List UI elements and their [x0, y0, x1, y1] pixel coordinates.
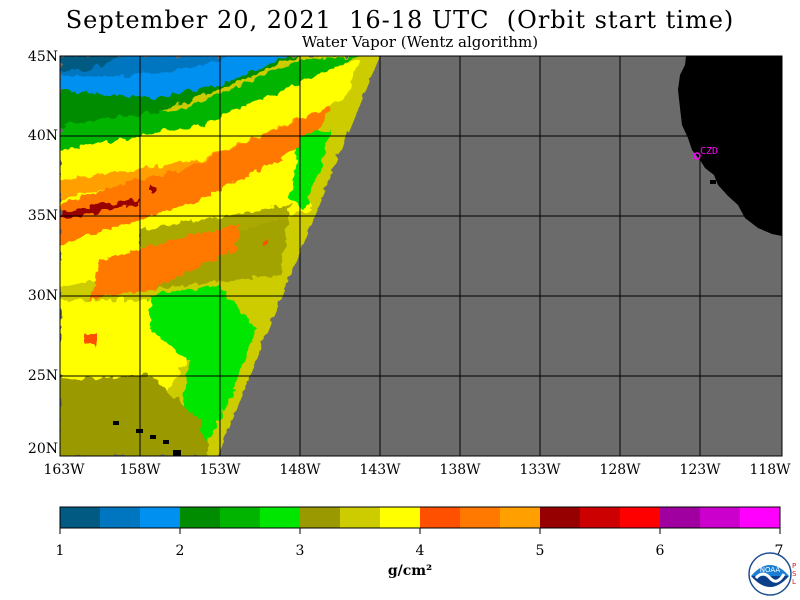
swath-red-spot [262, 240, 268, 246]
colorbar-swatch [260, 507, 301, 528]
colorbar-swatch [540, 507, 581, 528]
colorbar-tick-label: 4 [415, 543, 425, 559]
lon-label: 118W [749, 462, 791, 478]
colorbar-tick-label: 5 [535, 543, 545, 559]
psl-side-text: PSL [792, 562, 797, 586]
colorbar-swatch [340, 507, 381, 528]
colorbar-swatch [220, 507, 261, 528]
station-label: CZD [700, 146, 719, 157]
swath-yellow-north [60, 60, 360, 180]
colorbar-swatch [180, 507, 221, 528]
swath-green-north [60, 56, 360, 150]
colorbar-swatch [380, 507, 421, 528]
colorbar-swatch [700, 507, 741, 528]
swath-red-spot [150, 185, 156, 191]
station-marker-icon [693, 152, 701, 160]
land-detail [710, 180, 716, 184]
lon-label: 123W [679, 462, 721, 478]
swath-orange-band-2 [90, 225, 240, 300]
colorbar-swatch [60, 507, 101, 528]
graticule [60, 56, 782, 456]
lon-label: 153W [199, 462, 241, 478]
no-data-edge [218, 56, 782, 456]
lon-label: 163W [43, 462, 85, 478]
chart-subtitle: Water Vapor (Wentz algorithm) [301, 33, 539, 51]
colorbar-units: g/cm² [387, 563, 433, 579]
land-california [678, 56, 782, 236]
lon-label: 148W [279, 462, 321, 478]
lat-label: 20N [27, 441, 58, 457]
colorbar-swatch [740, 507, 781, 528]
colorbar-tick-label: 1 [55, 543, 65, 559]
logo-text: NOAA [760, 566, 781, 574]
lon-label: 138W [439, 462, 481, 478]
swath-darkblue-north [60, 56, 120, 72]
swath-darkred-core [60, 198, 140, 220]
colorbar-tick-label: 2 [175, 543, 185, 559]
lon-label: 158W [119, 462, 161, 478]
colorbar-tick-label: 6 [655, 543, 665, 559]
colorbar-swatch [620, 507, 661, 528]
map-frame [59, 55, 783, 457]
colorbar-swatch [660, 507, 701, 528]
colorbar-swatch [100, 507, 141, 528]
lat-label: 40N [27, 128, 58, 144]
lon-label: 143W [359, 462, 401, 478]
lon-label: 128W [599, 462, 641, 478]
colorbar-swatch [300, 507, 341, 528]
lat-label: 45N [27, 49, 58, 65]
swath-green-patch [150, 285, 255, 445]
colorbar-swatch [500, 507, 541, 528]
colorbar-swatch [460, 507, 501, 528]
colorbar-swatch [140, 507, 181, 528]
swath-orange-band [60, 105, 330, 245]
colorbar-swatch [580, 507, 621, 528]
colorbar-frame [59, 506, 781, 529]
colorbar-swatch [420, 507, 461, 528]
lat-label: 25N [27, 368, 58, 384]
lat-label: 35N [27, 208, 58, 224]
lon-label: 133W [519, 462, 561, 478]
lat-label: 30N [27, 288, 58, 304]
swath-red-spot [85, 335, 95, 345]
colorbar-tick-label: 7 [774, 543, 784, 559]
swath-olive-south [60, 375, 210, 456]
chart-title: September 20, 2021 16-18 UTC (Orbit star… [65, 6, 735, 34]
noaa-logo-icon: NOAA [748, 552, 792, 596]
colorbar [59, 507, 781, 534]
colorbar-tick-label: 3 [295, 543, 305, 559]
